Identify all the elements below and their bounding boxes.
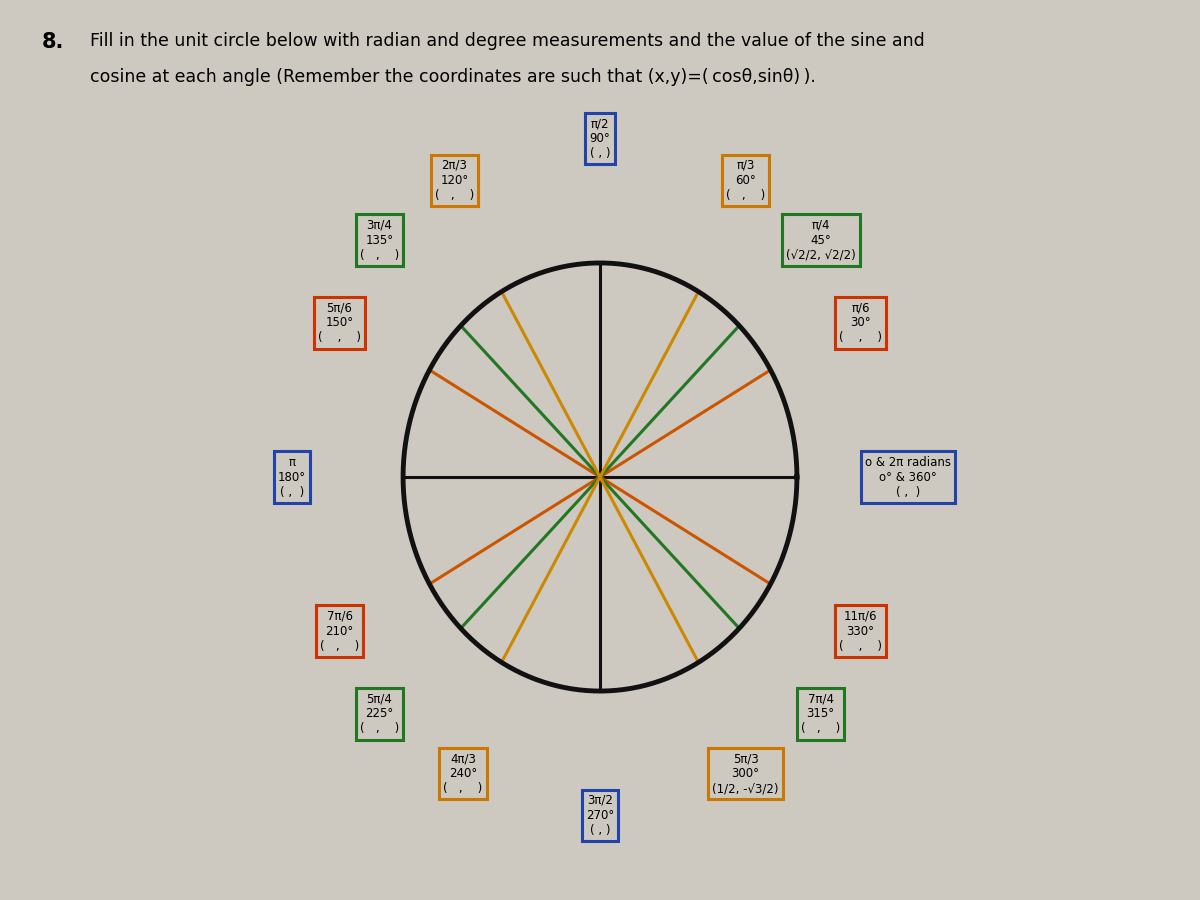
Text: 3π/4
135°
(   ,    ): 3π/4 135° ( , ) [360, 219, 400, 262]
Text: cosine at each angle (Remember the coordinates are such that (x,y)=( cosθ,sinθ) : cosine at each angle (Remember the coord… [90, 68, 816, 86]
Text: 5π/4
225°
(   ,    ): 5π/4 225° ( , ) [360, 692, 400, 735]
Text: 7π/6
210°
(   ,    ): 7π/6 210° ( , ) [320, 609, 359, 652]
Text: o & 2π radians
o° & 360°
( ,  ): o & 2π radians o° & 360° ( , ) [865, 455, 952, 499]
Text: 5π/6
150°
(    ,    ): 5π/6 150° ( , ) [318, 302, 361, 345]
Text: 3π/2
270°
( , ): 3π/2 270° ( , ) [586, 794, 614, 837]
Text: 8.: 8. [42, 32, 65, 51]
Text: π/3
60°
(   ,    ): π/3 60° ( , ) [726, 158, 766, 202]
Text: π/4
45°
(√2/2, √2/2): π/4 45° (√2/2, √2/2) [786, 219, 856, 262]
Text: Fill in the unit circle below with radian and degree measurements and the value : Fill in the unit circle below with radia… [90, 32, 925, 50]
Text: 11π/6
330°
(    ,    ): 11π/6 330° ( , ) [839, 609, 882, 652]
Text: π/6
30°
(    ,    ): π/6 30° ( , ) [839, 302, 882, 345]
Text: 5π/3
300°
(1/2, -√3/2): 5π/3 300° (1/2, -√3/2) [713, 752, 779, 796]
Text: π/2
90°
( , ): π/2 90° ( , ) [589, 117, 611, 160]
Text: π
180°
( ,  ): π 180° ( , ) [277, 455, 306, 499]
Text: 4π/3
240°
(   ,    ): 4π/3 240° ( , ) [443, 752, 482, 796]
Text: 2π/3
120°
(   ,    ): 2π/3 120° ( , ) [434, 158, 474, 202]
Text: 7π/4
315°
(   ,    ): 7π/4 315° ( , ) [800, 692, 840, 735]
